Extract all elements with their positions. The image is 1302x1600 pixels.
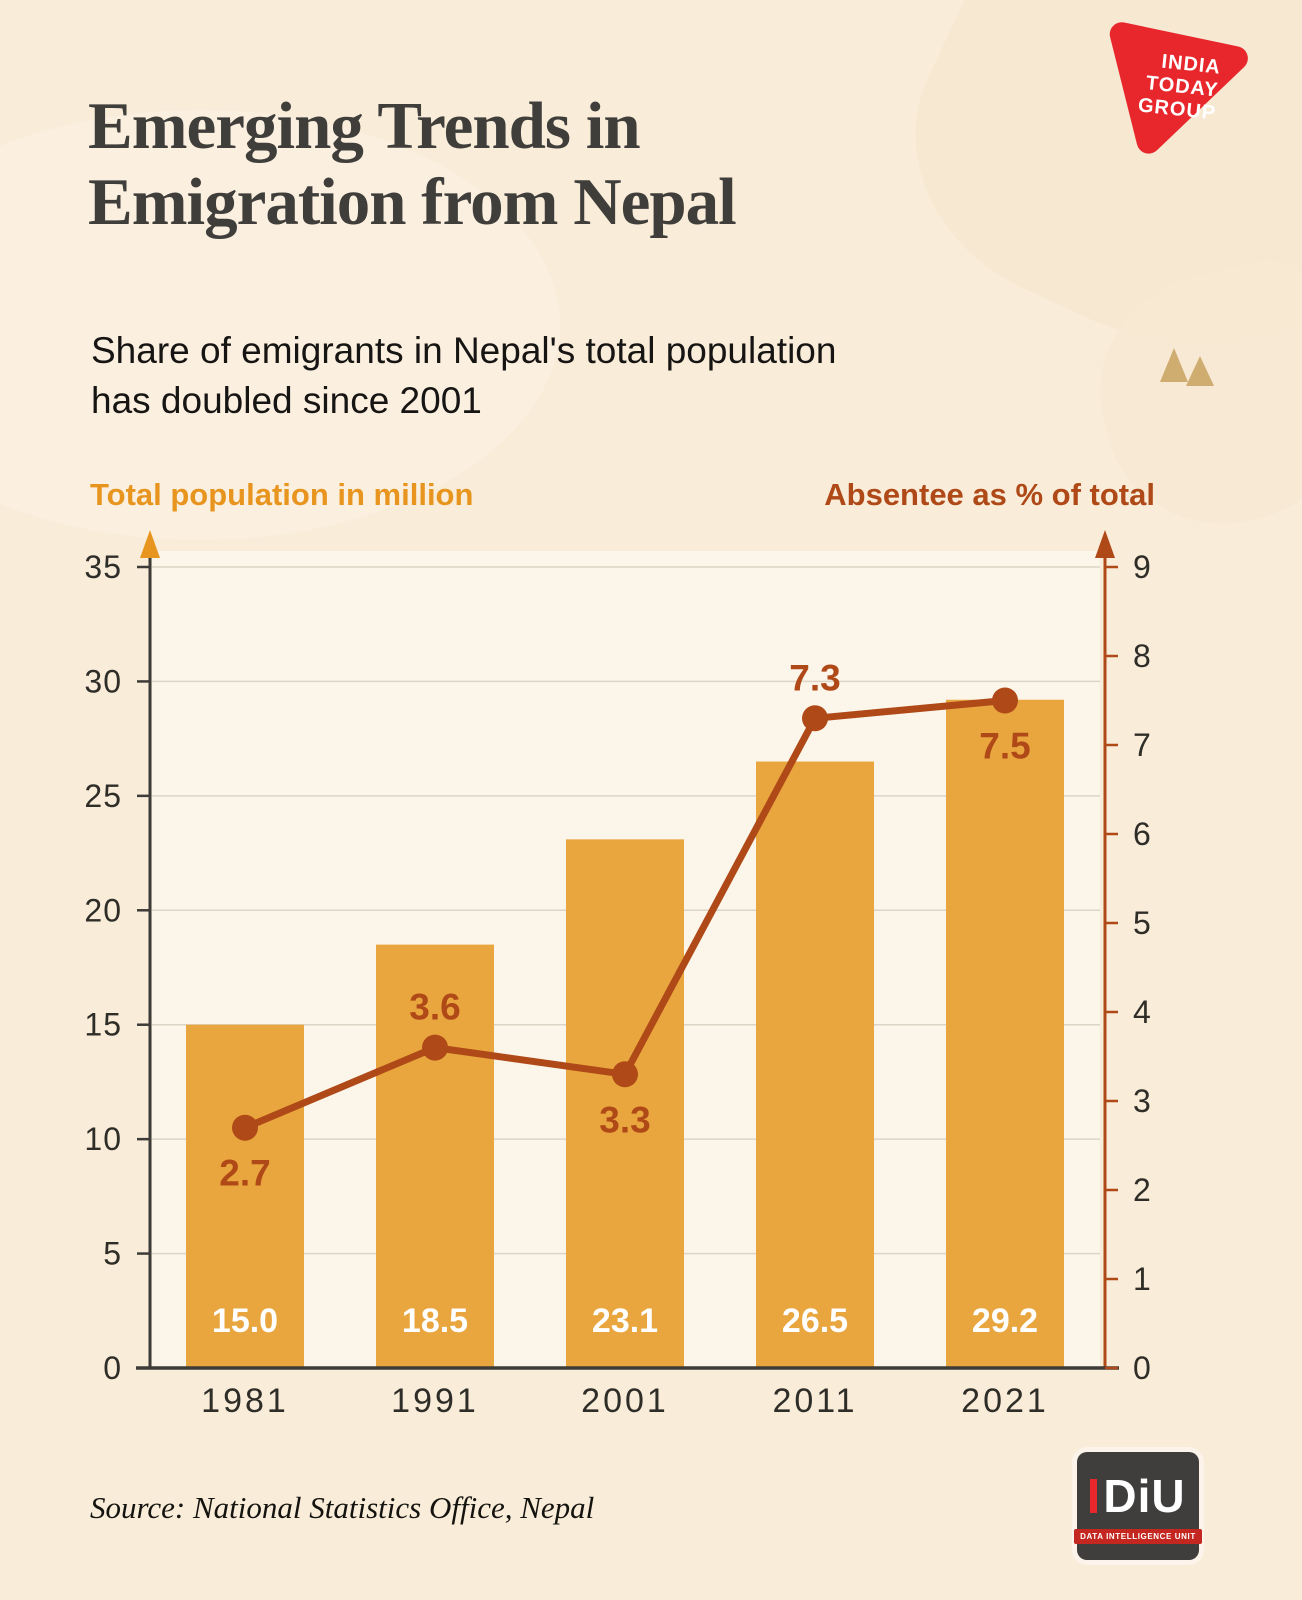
bar-value-label: 18.5 [402, 1302, 468, 1340]
right-tick-label: 4 [1133, 994, 1152, 1030]
bar [376, 944, 494, 1368]
line-point [802, 705, 828, 732]
source-note: Source: National Statistics Office, Nepa… [90, 1490, 595, 1525]
line-point [232, 1114, 258, 1141]
line-point-label: 7.3 [789, 657, 840, 698]
left-tick-label: 0 [103, 1350, 122, 1386]
line-point [992, 687, 1018, 714]
line-point-label: 3.3 [599, 1099, 650, 1140]
line-point-label: 3.6 [409, 987, 460, 1028]
diu-accent-mark [1090, 1478, 1098, 1513]
background-decoration [0, 110, 560, 540]
right-tick-label: 3 [1133, 1083, 1152, 1119]
category-label: 1981 [201, 1382, 289, 1420]
right-axis-title: Absentee as % of total [824, 477, 1155, 512]
page-title-line1: Emerging Trends in [88, 89, 641, 163]
india-today-group-logo: INDIA TODAY GROUP [1109, 22, 1248, 154]
right-tick-label: 2 [1133, 1172, 1152, 1208]
bar [566, 839, 684, 1368]
page-subtitle-line2: has doubled since 2001 [91, 379, 482, 421]
right-tick-label: 5 [1133, 905, 1152, 941]
bar [186, 1024, 304, 1368]
right-tick-label: 1 [1133, 1261, 1152, 1297]
left-axis-title: Total population in million [90, 477, 474, 512]
diu-logo-band: DATA INTELLIGENCE UNIT [1074, 1528, 1202, 1544]
category-label: 2001 [581, 1382, 669, 1420]
category-label: 2011 [772, 1382, 857, 1420]
line-point [422, 1034, 448, 1061]
left-tick-label: 15 [84, 1007, 122, 1043]
bar-value-label: 26.5 [782, 1302, 848, 1340]
right-tick-label: 6 [1133, 816, 1152, 852]
diu-logo-main: DiU [1090, 1469, 1185, 1523]
logo-triangle [1109, 22, 1248, 154]
left-tick-label: 30 [84, 663, 122, 699]
left-tick-label: 10 [84, 1121, 122, 1157]
page-title: Emerging Trends in Emigration from Nepal [88, 88, 737, 241]
right-tick-label: 8 [1133, 638, 1152, 674]
bar-value-label: 23.1 [592, 1302, 658, 1340]
bar [756, 761, 874, 1368]
diu-logo: DiU DATA INTELLIGENCE UNIT [1074, 1452, 1202, 1560]
line-point-label: 7.5 [979, 726, 1030, 767]
left-tick-label: 20 [84, 892, 122, 928]
page-title-line2: Emigration from Nepal [88, 165, 737, 240]
left-tick-label: 5 [103, 1236, 122, 1272]
diu-logo-text: DiU [1103, 1469, 1186, 1522]
bar [946, 699, 1064, 1368]
left-axis-arrow [140, 530, 160, 558]
triangle-decoration [1160, 348, 1214, 386]
left-tick-label: 35 [84, 549, 122, 585]
left-tick-label: 25 [84, 778, 122, 814]
right-tick-label: 9 [1133, 549, 1152, 585]
right-tick-label: 7 [1133, 727, 1152, 763]
page-subtitle: Share of emigrants in Nepal's total popu… [91, 326, 836, 426]
right-axis-arrow [1095, 530, 1115, 558]
bar-value-label: 15.0 [212, 1302, 278, 1340]
right-tick-label: 0 [1133, 1350, 1152, 1386]
category-label: 2021 [961, 1382, 1049, 1420]
category-label: 1991 [391, 1382, 479, 1420]
line-point-label: 2.7 [219, 1153, 270, 1194]
line-point [612, 1061, 638, 1088]
bar-value-label: 29.2 [972, 1302, 1038, 1340]
page-subtitle-line1: Share of emigrants in Nepal's total popu… [91, 330, 837, 371]
